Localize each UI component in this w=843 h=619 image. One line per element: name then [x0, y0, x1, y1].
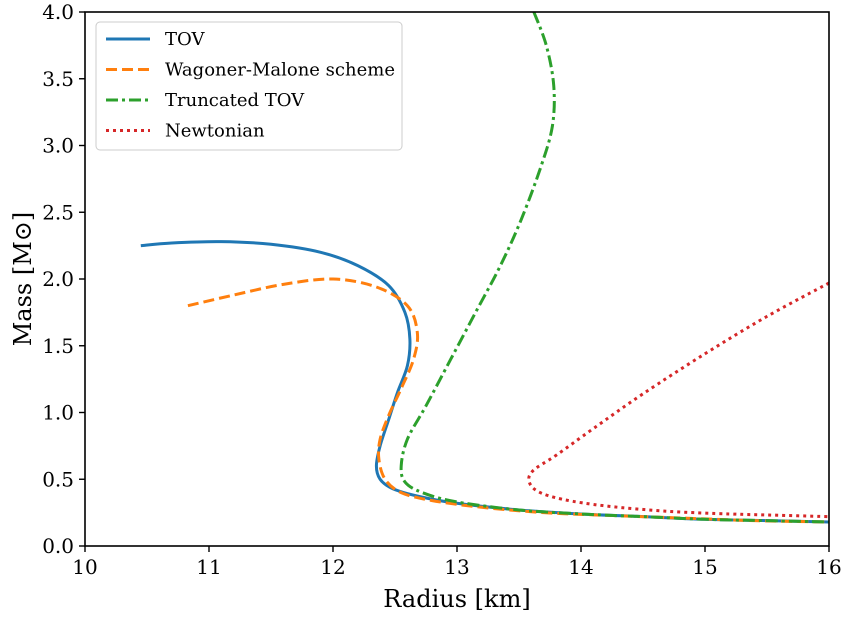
y-axis-label: Mass [M⊙]	[9, 212, 37, 347]
series-line-2	[399, 11, 830, 524]
axis-ticks: 10 11 12 13 14 15 16 0.0 0.5 1.0 1.5 2.0 2.5 3.0 3.5 4.…	[42, 0, 842, 579]
x-tick-label: 13	[444, 555, 469, 579]
y-tick-label: 1.5	[42, 334, 74, 358]
y-tick-label: 3.0	[42, 134, 74, 158]
legend-label-2: Truncated TOV	[165, 90, 305, 111]
y-tick-label: 0.0	[42, 534, 74, 558]
x-tick-label: 14	[568, 555, 593, 579]
x-tick-label: 10	[72, 555, 97, 579]
y-tick-label: 2.0	[42, 267, 74, 291]
legend-label-1: Wagoner-Malone scheme	[165, 60, 395, 81]
x-tick-label: 12	[320, 555, 345, 579]
series-line-1	[187, 277, 830, 524]
y-tick-label: 2.5	[42, 200, 74, 224]
legend-label-0: TOV	[165, 29, 205, 50]
x-axis-label: Radius [km]	[383, 585, 530, 613]
legend-label-3: Newtonian	[165, 121, 265, 142]
series-line-0	[140, 240, 830, 524]
y-tick-label: 1.0	[42, 401, 74, 425]
series-lines	[140, 11, 830, 524]
x-tick-label: 16	[816, 555, 841, 579]
x-tick-label: 11	[196, 555, 221, 579]
series-line-3	[527, 281, 830, 519]
y-tick-label: 4.0	[42, 0, 74, 24]
y-tick-label: 0.5	[42, 467, 74, 491]
legend-box	[95, 21, 403, 151]
plot-frame	[84, 11, 830, 547]
x-tick-label: 15	[692, 555, 717, 579]
legend: TOV Wagoner-Malone scheme Truncated TOV New…	[95, 21, 403, 151]
y-tick-label: 3.5	[42, 67, 74, 91]
